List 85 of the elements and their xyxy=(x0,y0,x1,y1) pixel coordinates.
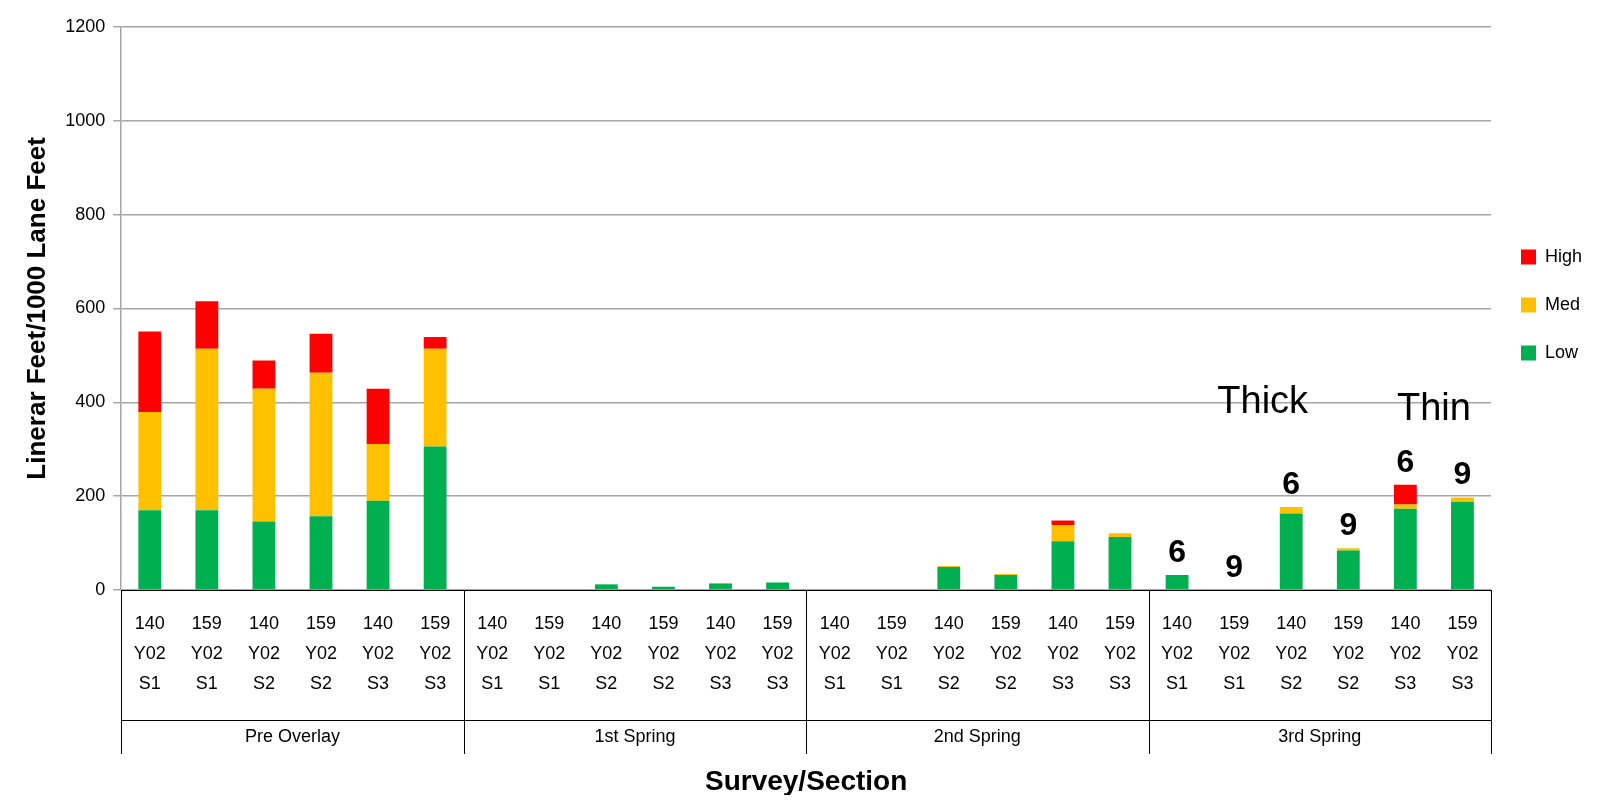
annotation: 9 xyxy=(1225,547,1244,584)
x-tick-label: 159 Y02 S2 xyxy=(304,612,338,693)
x-tick-label: 140 Y02 S1 xyxy=(133,612,166,693)
bar xyxy=(366,500,390,590)
x-tick-label: 140 Y02 S2 xyxy=(590,612,623,693)
text: Pre Overlay xyxy=(244,725,340,746)
x-tick-label: 159 Y02 S1 xyxy=(1218,612,1251,693)
x-tick-label: 159 Y02 S1 xyxy=(190,612,223,693)
bar xyxy=(195,301,219,349)
bar xyxy=(709,583,732,590)
bar xyxy=(252,521,276,590)
bar xyxy=(138,510,162,590)
x-tick-label: 159 Y02 S2 xyxy=(647,612,680,693)
annotation: Thick xyxy=(1217,379,1310,422)
legend-label: Med xyxy=(1544,293,1580,314)
bar xyxy=(1393,508,1417,590)
bar xyxy=(1393,504,1417,509)
y-tick-label: 600 xyxy=(75,297,106,318)
annotation: 9 xyxy=(1453,455,1472,492)
y-tick-label: 1200 xyxy=(65,15,106,36)
x-tick-label: 159 Y02 S2 xyxy=(989,612,1022,693)
x-tick-label: 140 Y02 S2 xyxy=(1275,612,1308,693)
y-axis-title: Linerar Feet/1000 Lane Feet xyxy=(20,136,51,480)
bar xyxy=(1051,525,1075,542)
bar xyxy=(1279,513,1303,590)
x-tick-label: 159 Y02 S3 xyxy=(1103,612,1137,693)
x-tick-label: 140 Y02 S3 xyxy=(704,612,737,693)
x-tick-label: 140 Y02 S2 xyxy=(247,612,280,693)
bar xyxy=(1393,484,1417,505)
text: 3rd Spring xyxy=(1278,725,1362,746)
x-tick-label: 140 Y02 S3 xyxy=(1046,612,1079,693)
bar xyxy=(1279,506,1303,514)
legend-label: Low xyxy=(1544,341,1579,362)
x-axis-title: Survey/Section xyxy=(704,764,908,796)
bar xyxy=(138,412,162,511)
y-tick-label: 1000 xyxy=(65,109,106,130)
x-tick-label: 159 Y02 S1 xyxy=(875,612,908,693)
bar xyxy=(994,574,1018,590)
y-tick-label: 0 xyxy=(95,578,106,599)
bar xyxy=(423,348,447,447)
bar xyxy=(1451,501,1474,590)
annotation: 6 xyxy=(1396,442,1415,479)
bar xyxy=(1108,536,1132,590)
x-tick-label: 140 Y02 S3 xyxy=(1389,612,1422,693)
bar xyxy=(937,567,961,590)
bar xyxy=(195,348,219,511)
bar xyxy=(309,516,333,590)
bar xyxy=(1336,548,1360,551)
bar xyxy=(423,337,447,349)
x-tick-label: 159 Y02 S3 xyxy=(1446,612,1479,693)
x-tick-label: 140 Y02 S1 xyxy=(476,612,509,693)
x-tick-label: 159 Y02 S3 xyxy=(419,612,452,693)
annotation: 9 xyxy=(1339,506,1358,543)
annotation: 6 xyxy=(1168,532,1186,569)
bar xyxy=(252,388,276,522)
x-tick-label: 159 Y02 S3 xyxy=(761,612,794,693)
y-tick-label: 200 xyxy=(75,485,106,506)
bar xyxy=(138,331,162,413)
bar xyxy=(309,372,333,517)
bar xyxy=(766,582,789,590)
text: 2nd Spring xyxy=(933,725,1021,746)
x-tick-label: 140 Y02 S3 xyxy=(362,612,395,693)
x-tick-label: 159 Y02 S1 xyxy=(533,612,566,693)
bar xyxy=(366,444,390,501)
x-tick-label: 140 Y02 S1 xyxy=(1161,612,1194,693)
bar xyxy=(423,446,447,590)
bar xyxy=(366,388,390,445)
annotation: 6 xyxy=(1282,464,1301,501)
y-tick-label: 400 xyxy=(75,391,106,412)
bar xyxy=(309,333,333,373)
bar xyxy=(195,510,219,590)
text: 1st Spring xyxy=(594,725,676,746)
x-tick-label: 140 Y02 S1 xyxy=(818,612,851,693)
bar xyxy=(252,360,276,389)
bar xyxy=(594,584,618,590)
x-tick-label: 140 Y02 S2 xyxy=(932,612,965,693)
bar xyxy=(1165,574,1189,590)
x-tick-label: 159 Y02 S2 xyxy=(1332,612,1365,693)
bar xyxy=(1108,533,1132,537)
annotation: Thin xyxy=(1396,386,1471,429)
bar xyxy=(1336,550,1360,590)
legend-label: High xyxy=(1544,245,1583,266)
bar xyxy=(1451,497,1474,502)
y-tick-label: 800 xyxy=(75,203,106,224)
bar xyxy=(1051,541,1075,590)
